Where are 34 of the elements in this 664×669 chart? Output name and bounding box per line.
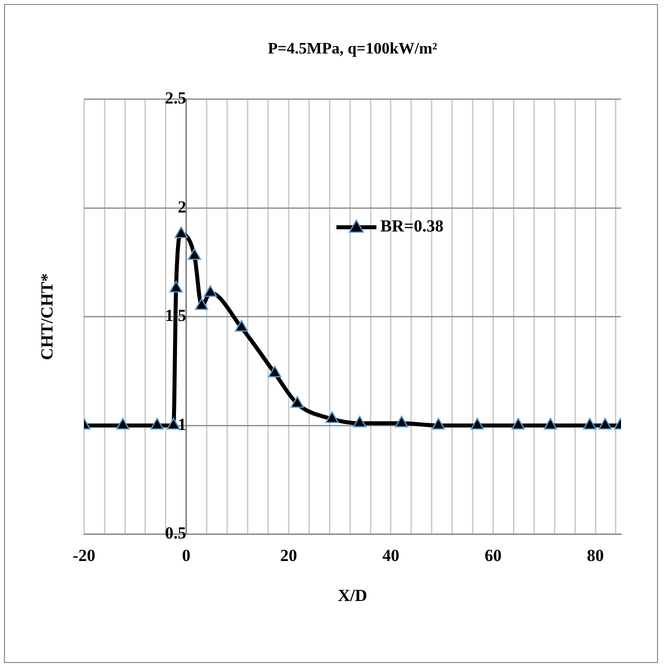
point xyxy=(268,366,282,378)
legend-label: BR=0.38 xyxy=(380,216,444,236)
x-tick-label: 40 xyxy=(382,546,400,565)
y-axis-title: CHT/CHT* xyxy=(37,273,56,360)
point xyxy=(174,226,188,238)
y-tick-label: 2 xyxy=(178,197,186,216)
x-axis-title: X/D xyxy=(338,586,368,606)
point xyxy=(598,418,612,430)
point xyxy=(325,411,339,424)
point xyxy=(583,418,596,430)
x-tick-label: -20 xyxy=(72,546,96,565)
point xyxy=(116,418,130,430)
y-tick-label: 0.5 xyxy=(165,524,186,543)
x-tick-label: 20 xyxy=(280,546,298,565)
point xyxy=(290,396,304,408)
point xyxy=(234,320,248,332)
chart-title: P=4.5MPa, q=100kW/m² xyxy=(268,40,438,58)
x-tick-label: 80 xyxy=(586,546,604,565)
point xyxy=(432,418,446,430)
point xyxy=(394,416,408,428)
point xyxy=(194,298,208,310)
y-tick-label: 1 xyxy=(178,414,186,434)
x-tick-label: 60 xyxy=(484,546,502,565)
point xyxy=(204,285,217,297)
x-tick-label: 0 xyxy=(182,546,191,565)
point xyxy=(544,418,558,430)
point xyxy=(188,248,202,260)
point xyxy=(150,418,164,430)
point xyxy=(169,280,183,293)
point xyxy=(512,418,525,430)
point xyxy=(353,416,366,428)
point xyxy=(166,418,180,430)
y-tick-label: 2.5 xyxy=(165,88,186,108)
point xyxy=(470,418,484,430)
